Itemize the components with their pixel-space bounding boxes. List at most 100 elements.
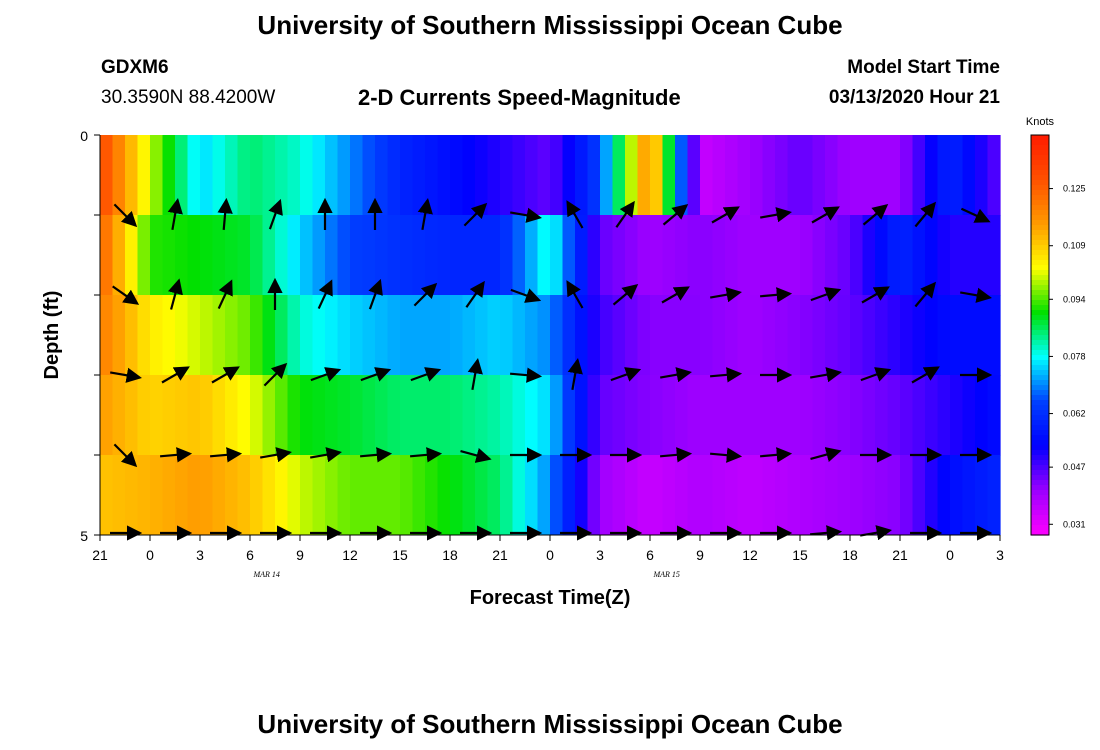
heatmap-cell <box>175 295 189 376</box>
date-label: MAR 14 <box>252 570 279 579</box>
current-vector <box>217 279 233 310</box>
heatmap-cell <box>650 215 664 296</box>
heatmap-cell <box>362 375 376 456</box>
current-vector <box>465 280 485 308</box>
heatmap-cell <box>712 215 726 296</box>
heatmap-cell <box>187 295 201 376</box>
colorbar-segment <box>1031 430 1049 436</box>
heatmap-cell <box>162 295 176 376</box>
heatmap-cell <box>462 295 476 376</box>
heatmap-cell <box>262 135 276 216</box>
colorbar-segment <box>1031 345 1049 351</box>
current-vector <box>360 447 393 463</box>
heatmap-cell <box>937 375 951 456</box>
colorbar-tick-label: 0.109 <box>1063 241 1086 251</box>
heatmap-cell <box>275 295 289 376</box>
heatmap-cell <box>437 135 451 216</box>
colorbar-segment <box>1031 385 1049 391</box>
heatmap-cell <box>587 215 601 296</box>
colorbar-segment <box>1031 335 1049 341</box>
x-tick-label: 21 <box>92 547 108 563</box>
heatmap-cell <box>237 295 251 376</box>
heatmap-cell <box>962 375 976 456</box>
colorbar-segment <box>1031 230 1049 236</box>
current-vector <box>410 367 442 382</box>
current-vector <box>810 287 842 302</box>
current-vector <box>510 207 542 223</box>
heatmap-cell <box>612 215 626 296</box>
heatmap-cell <box>262 375 276 456</box>
heatmap-cell <box>475 135 489 216</box>
heatmap-cell <box>650 375 664 456</box>
heatmap-cell <box>837 455 851 536</box>
heatmap-cell <box>462 455 476 536</box>
colorbar-segment <box>1031 515 1049 521</box>
colorbar-segment <box>1031 320 1049 326</box>
heatmap-cell <box>550 295 564 376</box>
heatmap-cell <box>137 135 151 216</box>
heatmap-cell <box>875 455 889 536</box>
current-vector <box>160 447 193 463</box>
colorbar-segment <box>1031 220 1049 226</box>
heatmap-cell <box>300 135 314 216</box>
current-vector <box>510 367 543 383</box>
colorbar-segment <box>1031 140 1049 146</box>
colorbar-segment <box>1031 155 1049 161</box>
heatmap-cell <box>900 375 914 456</box>
heatmap-cell <box>700 295 714 376</box>
heatmap-cell <box>262 455 276 536</box>
heatmap-cell <box>600 215 614 296</box>
heatmap-cell <box>362 295 376 376</box>
heatmap-cell <box>675 215 689 296</box>
heatmap-cell <box>450 295 464 376</box>
colorbar-segment <box>1031 340 1049 346</box>
current-vector <box>460 448 492 463</box>
colorbar-segment <box>1031 485 1049 491</box>
heatmap-cell <box>150 215 164 296</box>
current-vector <box>810 525 843 541</box>
heatmap-cell <box>712 455 726 536</box>
date-label: MAR 15 <box>652 570 679 579</box>
colorbar-segment <box>1031 255 1049 261</box>
colorbar-segment <box>1031 270 1049 276</box>
heatmap-cell <box>512 375 526 456</box>
heatmap-cell <box>875 375 889 456</box>
heatmap-cell <box>600 455 614 536</box>
colorbar-segment <box>1031 170 1049 176</box>
x-tick-label: 18 <box>842 547 858 563</box>
heatmap-cell <box>525 215 539 296</box>
heatmap-cell <box>362 215 376 296</box>
current-vector <box>710 447 743 463</box>
heatmap-cell <box>350 455 364 536</box>
heatmap-cell <box>125 455 139 536</box>
current-vector <box>566 280 584 309</box>
current-vector <box>410 447 443 463</box>
colorbar-segment <box>1031 195 1049 201</box>
heatmap-cell <box>487 375 501 456</box>
heatmap-cell <box>375 295 389 376</box>
heatmap-cell <box>525 455 539 536</box>
heatmap-cell <box>887 375 901 456</box>
colorbar-segment <box>1031 530 1049 536</box>
x-tick-label: 3 <box>996 547 1004 563</box>
colorbar-segment <box>1031 190 1049 196</box>
heatmap-cell <box>962 135 976 216</box>
heatmap-cell <box>350 295 364 376</box>
heatmap-cell <box>912 295 926 376</box>
heatmap-cell <box>250 375 264 456</box>
heatmap-cell <box>300 295 314 376</box>
heatmap-cell <box>112 135 126 216</box>
heatmap-cell <box>950 135 964 216</box>
heatmap-cell <box>950 295 964 376</box>
heatmap-cell <box>725 215 739 296</box>
heatmap-cell <box>925 295 939 376</box>
current-vector <box>310 367 342 382</box>
heatmap-cell <box>125 215 139 296</box>
heatmap-cell <box>150 375 164 456</box>
heatmap-cell <box>287 135 301 216</box>
colorbar-segment <box>1031 315 1049 321</box>
heatmap-cell <box>937 455 951 536</box>
heatmap-cell <box>600 135 614 216</box>
current-vector <box>710 287 742 303</box>
